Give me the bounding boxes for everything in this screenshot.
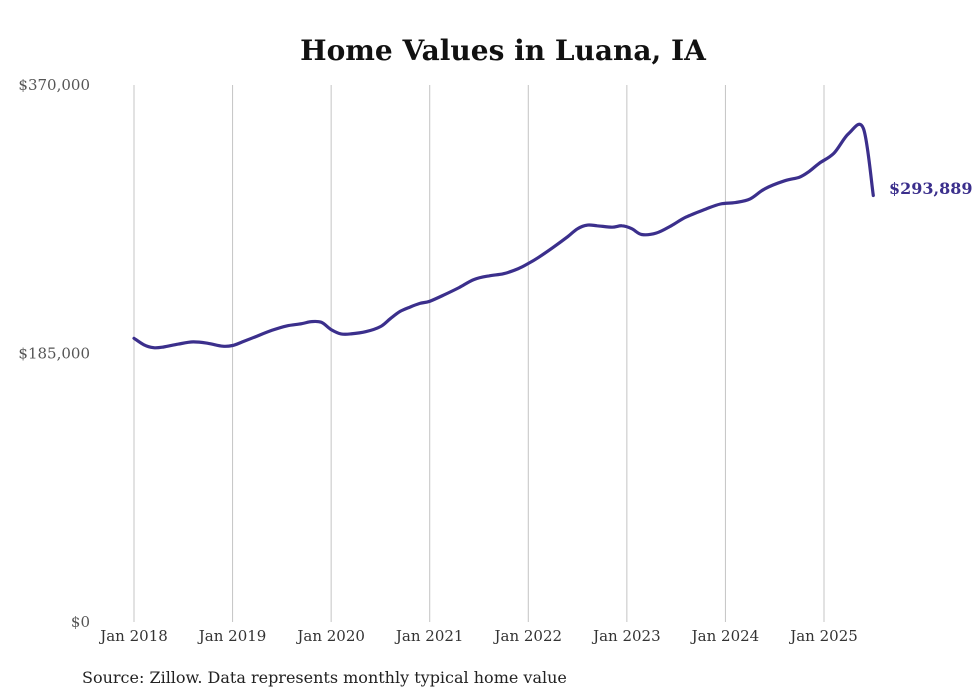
x-tick-label: Jan 2024 [690,627,760,645]
x-axis-ticks: Jan 2018 Jan 2019 Jan 2020 Jan 2021 Jan 2022… [98,627,858,645]
line-chart: Home Values in Luana, IA $0 $185,000 $370,… [18,34,973,645]
y-tick-label: $370,000 [18,76,90,94]
x-tick-label: Jan 2019 [197,627,267,645]
home-value-line [132,122,875,350]
y-tick-label: $0 [71,613,90,631]
y-tick-label: $185,000 [18,345,90,363]
gridlines [133,85,825,622]
x-tick-label: Jan 2025 [788,627,858,645]
last-value-label: $293,889 [889,179,973,198]
y-axis-ticks: $0 $185,000 $370,000 [18,76,90,631]
chart-title: Home Values in Luana, IA [300,34,707,67]
source-note: Source: Zillow. Data represents monthly … [82,668,567,687]
x-tick-label: Jan 2018 [98,627,168,645]
x-tick-label: Jan 2023 [591,627,661,645]
x-tick-label: Jan 2020 [295,627,365,645]
x-tick-label: Jan 2021 [394,627,464,645]
x-tick-label: Jan 2022 [493,627,563,645]
